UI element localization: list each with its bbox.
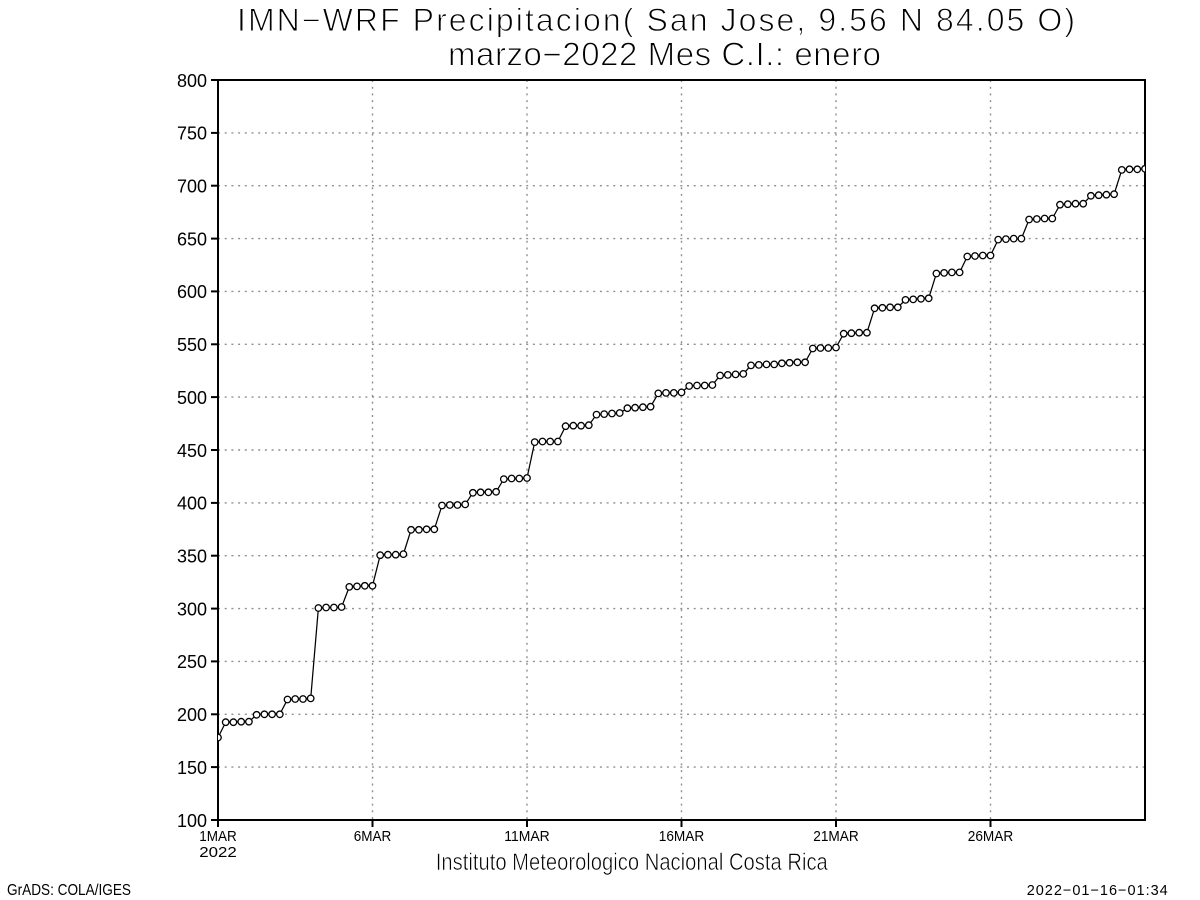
svg-text:11MAR: 11MAR	[504, 829, 550, 845]
svg-text:400: 400	[177, 494, 207, 514]
svg-text:marzo−2022 Mes C.I.: enero: marzo−2022 Mes C.I.: enero	[448, 36, 881, 73]
svg-text:500: 500	[177, 388, 207, 408]
svg-text:1MAR: 1MAR	[199, 829, 237, 845]
svg-text:750: 750	[177, 124, 207, 144]
svg-text:800: 800	[177, 71, 207, 91]
svg-text:2022: 2022	[199, 845, 237, 861]
svg-text:26MAR: 26MAR	[968, 829, 1014, 845]
svg-text:550: 550	[177, 335, 207, 355]
svg-text:21MAR: 21MAR	[813, 829, 859, 845]
svg-text:GrADS: COLA/IGES: GrADS: COLA/IGES	[7, 882, 131, 899]
svg-text:100: 100	[177, 811, 207, 831]
svg-text:300: 300	[177, 599, 207, 619]
svg-text:16MAR: 16MAR	[659, 829, 705, 845]
svg-text:IMN−WRF Precipitacion( San Jo: IMN−WRF Precipitacion( San Jose, 9.56 N …	[237, 2, 1075, 38]
svg-text:2022−01−16−01:34: 2022−01−16−01:34	[1027, 883, 1168, 899]
svg-text:250: 250	[177, 652, 207, 672]
svg-text:200: 200	[177, 705, 207, 725]
svg-text:700: 700	[177, 177, 207, 197]
svg-text:350: 350	[177, 547, 207, 567]
svg-text:650: 650	[177, 229, 207, 249]
svg-text:6MAR: 6MAR	[354, 829, 392, 845]
svg-text:Instituto Meteorologico Nacion: Instituto Meteorologico Nacional Costa R…	[436, 849, 829, 876]
svg-text:150: 150	[177, 758, 207, 778]
svg-text:450: 450	[177, 441, 207, 461]
svg-text:600: 600	[177, 282, 207, 302]
